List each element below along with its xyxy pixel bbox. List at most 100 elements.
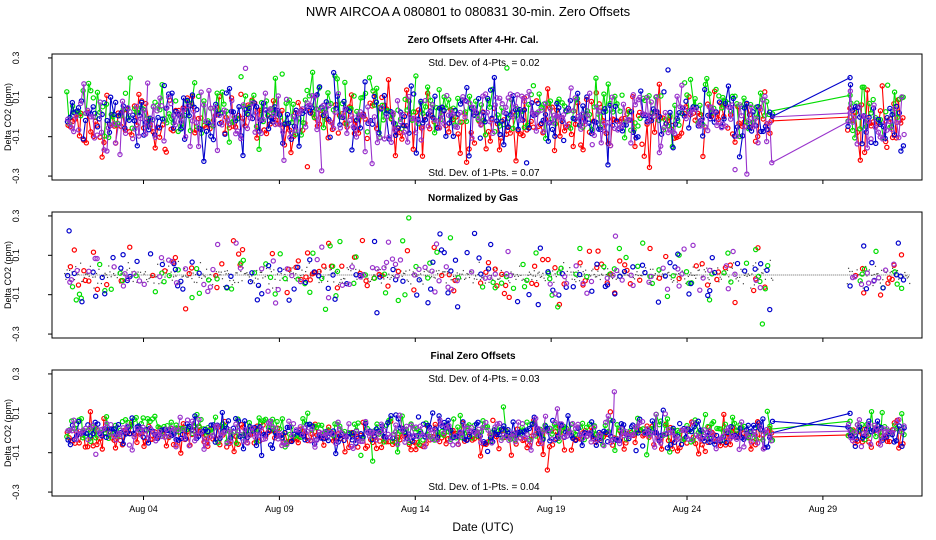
normalized-point (181, 276, 183, 278)
purple-series-segment (295, 113, 300, 131)
purple-series-point (436, 278, 442, 284)
blue-series-point (203, 128, 210, 135)
normalized-point (555, 275, 557, 278)
normalized-point (188, 272, 191, 274)
blue-series-point (884, 114, 890, 121)
normalized-point (484, 282, 486, 284)
purple-series-point (697, 287, 703, 293)
purple-series-point (164, 105, 170, 111)
red-series-point (214, 284, 220, 291)
purple-series-point (136, 278, 143, 284)
green-series-point (413, 73, 419, 79)
normalized-point (880, 269, 883, 271)
normalized-point (762, 272, 764, 274)
red-series-segment (154, 127, 159, 148)
normalized-point (355, 268, 357, 271)
green-series-segment (225, 111, 230, 143)
normalized-point (498, 278, 500, 280)
red-series-point (490, 417, 496, 424)
green-series-point (894, 114, 900, 121)
green-series-segment (432, 104, 436, 133)
green-series-point (90, 95, 97, 101)
purple-series-point (732, 166, 738, 173)
normalized-point (289, 271, 291, 274)
normalized-point (248, 276, 250, 278)
red-series-point (427, 126, 433, 132)
normalized-point (613, 275, 615, 277)
blue-series-point (630, 264, 636, 270)
blue-series-point (392, 132, 399, 138)
green-series-point (73, 297, 79, 303)
purple-series-segment (277, 95, 281, 125)
purple-series-point (360, 272, 366, 278)
blue-series-point (561, 137, 567, 144)
normalized-point (856, 269, 858, 271)
green-series-segment (216, 93, 221, 114)
purple-series-point (68, 277, 75, 283)
green-series-segment (321, 108, 325, 128)
purple-series-segment (764, 96, 768, 142)
purple-series-point (105, 125, 112, 131)
red-series-point (884, 144, 890, 151)
blue-series-point (550, 287, 556, 293)
blue-series-segment (861, 115, 865, 144)
purple-series-point (625, 116, 632, 123)
blue-series-segment (336, 96, 341, 125)
green-series-point (427, 260, 433, 266)
red-series-point (94, 441, 100, 448)
purple-series-point (129, 135, 136, 142)
purple-series-segment (282, 131, 285, 161)
green-series-point (187, 127, 194, 134)
purple-series-point (111, 121, 117, 127)
purple-series-point (111, 264, 117, 270)
green-series-point (172, 98, 179, 104)
blue-series-segment (424, 113, 429, 120)
purple-series-point (73, 113, 79, 119)
purple-series-point (700, 275, 706, 281)
purple-series-point (94, 255, 100, 262)
red-series-point (663, 253, 669, 260)
red-series-point (586, 248, 593, 254)
purple-series-segment (262, 93, 266, 120)
purple-series-segment (889, 121, 893, 130)
purple-series-point (443, 264, 450, 270)
purple-series-point (125, 275, 131, 282)
normalized-point (144, 271, 147, 273)
red-series-point (162, 146, 168, 153)
normalized-point (597, 270, 599, 272)
blue-series-point (441, 249, 447, 256)
green-series-segment (251, 95, 255, 102)
red-series-point (889, 276, 895, 283)
red-series-point (764, 121, 770, 127)
purple-series-point (470, 104, 477, 111)
purple-series-point (875, 129, 882, 135)
normalized-point (695, 277, 697, 279)
purple-series-point (125, 105, 131, 111)
normalized-point (580, 266, 582, 268)
green-series-point (382, 290, 389, 296)
purple-series-segment (509, 94, 514, 117)
normalized-point (291, 267, 293, 269)
red-series-point (284, 289, 290, 296)
purple-series-point (589, 141, 595, 148)
normalized-point (570, 271, 572, 273)
blue-series-point (438, 247, 445, 253)
blue-series-point (896, 110, 903, 116)
purple-series-point (284, 266, 290, 272)
normalized-point (395, 268, 397, 270)
green-series-point (556, 270, 562, 276)
panel-frame (51, 369, 923, 497)
purple-series-segment (100, 132, 105, 150)
normalized-point (717, 267, 719, 269)
red-series-point (529, 280, 535, 287)
normalized-point (446, 271, 449, 273)
normalized-point (240, 270, 242, 273)
purple-series-point (552, 291, 558, 297)
green-series-point (191, 80, 198, 86)
normalized-point (130, 275, 132, 278)
normalized-point (249, 280, 252, 282)
red-series-point (533, 281, 540, 288)
normalized-point (690, 272, 692, 274)
red-series-point (86, 278, 92, 284)
normalized-point (358, 269, 361, 271)
